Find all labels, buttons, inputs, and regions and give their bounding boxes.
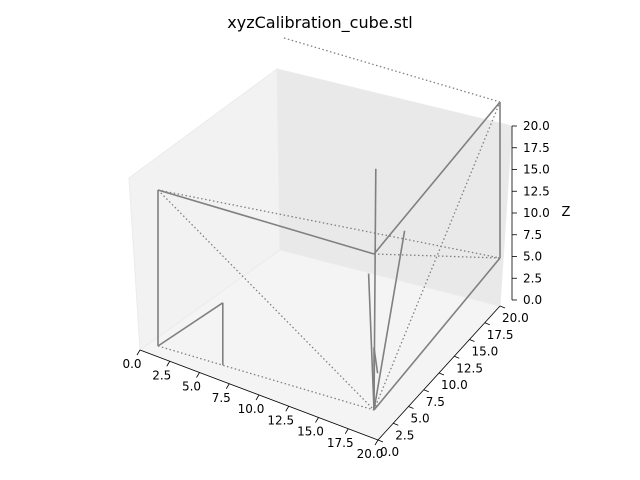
x-axis-ticks: 0.0 2.5 5.0 7.5 10.012.515.017.520.0 — [122, 349, 384, 461]
x-tick-mark-5 — [285, 406, 290, 412]
y-tick-mark-2 — [408, 406, 414, 409]
y-tick-mark-8 — [499, 305, 506, 309]
solid-edge-9 — [367, 273, 375, 411]
y-tick-mark-1 — [393, 422, 399, 426]
x-tick-mark-7 — [344, 428, 349, 434]
x-tick-mark-6 — [315, 417, 319, 423]
x-tick-label-1: 2.5 — [152, 368, 171, 382]
y-tick-label-1: 2.5 — [395, 428, 414, 442]
z-tick-label-8: 20.0 — [523, 119, 550, 133]
solid-edge-8 — [373, 257, 501, 411]
solid-edge-1 — [373, 101, 501, 255]
dotted-edge-3 — [157, 345, 375, 411]
dotted-edge-5 — [283, 37, 501, 103]
y-tick-mark-7 — [484, 322, 490, 326]
z-tick-label-4: 10.0 — [523, 206, 550, 220]
y-tick-label-4: 10.0 — [441, 378, 468, 392]
x-tick-mark-2 — [196, 372, 200, 378]
z-tick-label-5: 12.5 — [523, 184, 550, 198]
x-tick-mark-4 — [255, 394, 260, 401]
x-tick-label-5: 12.5 — [267, 413, 294, 427]
y-tick-mark-3 — [423, 389, 429, 393]
z-axis-ticks: 0.0 2.5 5.0 7.5 10.0 12.5 15.0 17.5 20.0 — [512, 119, 550, 307]
dotted-edge-2 — [373, 253, 501, 259]
x-tick-label-8: 20.0 — [357, 447, 384, 461]
y-tick-label-7: 17.5 — [487, 328, 514, 342]
axes-panes — [128, 68, 513, 441]
solid-edge-11 — [373, 168, 377, 411]
solid-edge-10 — [373, 230, 406, 411]
y-tick-label-6: 15.0 — [472, 345, 499, 359]
x-tick-label-4: 10.0 — [238, 402, 265, 416]
y-tick-mark-6 — [469, 339, 475, 342]
z-tick-label-0: 0.0 — [523, 293, 542, 307]
x-tick-label-0: 0.0 — [122, 357, 141, 371]
chart-title: xyzCalibration_cube.stl — [227, 13, 412, 33]
x-tick-mark-3 — [225, 383, 230, 389]
y-tick-mark-5 — [454, 355, 460, 359]
x-tick-mark-0 — [136, 349, 141, 356]
solid-edge-4 — [157, 302, 224, 347]
y-axis-ticks: 0.0 2.5 5.0 7.5 10.0 12.5 15.0 17.5 20.0 — [377, 305, 529, 459]
x-tick-mark-1 — [166, 361, 171, 367]
y-tick-label-5: 12.5 — [456, 361, 483, 375]
data-lines — [157, 37, 501, 411]
x-tick-label-7: 17.5 — [327, 436, 354, 450]
y-tick-label-0: 0.0 — [380, 445, 399, 459]
z-axis-label: Z — [562, 205, 571, 220]
z-tick-label-1: 2.5 — [523, 271, 542, 285]
dotted-edge-0 — [157, 189, 375, 411]
y-tick-label-3: 7.5 — [426, 395, 445, 409]
x-tick-label-2: 5.0 — [182, 380, 201, 394]
dotted-edge-4 — [373, 101, 501, 411]
y-tick-label-8: 20.0 — [502, 311, 529, 325]
y-tick-mark-4 — [438, 372, 445, 376]
x-tick-label-3: 7.5 — [212, 391, 231, 405]
z-tick-label-2: 5.0 — [523, 250, 542, 264]
solid-edge-0 — [157, 189, 375, 255]
x-tick-mark-8 — [374, 439, 379, 446]
y-tick-label-2: 5.0 — [411, 412, 430, 426]
y-tick-mark-0 — [377, 439, 384, 443]
z-tick-label-6: 15.0 — [523, 163, 550, 177]
z-tick-label-3: 7.5 — [523, 228, 542, 242]
x-tick-label-6: 15.0 — [297, 425, 324, 439]
z-tick-label-7: 17.5 — [523, 141, 550, 155]
